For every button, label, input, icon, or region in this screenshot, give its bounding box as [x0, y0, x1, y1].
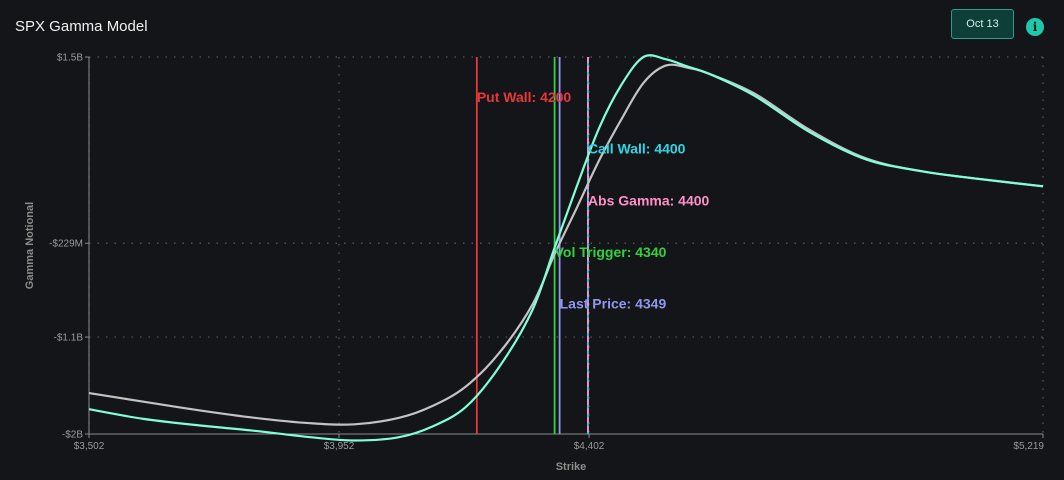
series-line-2: [88, 54, 1044, 442]
axes: $1.5B -$229M -$1.1B -$2B$3,502 $3,952 $4,402 $…: [49, 53, 1044, 453]
page-title: SPX Gamma Model: [15, 18, 148, 35]
y-axis-label: Gamma Notional: [24, 202, 36, 289]
y-tick-label: $1.5B: [57, 53, 83, 64]
y-tick-label: -$229M: [49, 239, 83, 250]
marker-label: Abs Gamma: 4400: [588, 192, 710, 208]
series-line-1: [88, 63, 1044, 426]
marker-label: Call Wall: 4400: [588, 141, 686, 157]
info-icon[interactable]: i: [1026, 18, 1044, 36]
series-lines: [88, 54, 1044, 442]
marker-label: Vol Trigger: 4340: [555, 244, 667, 260]
x-tick-label: $3,502: [74, 441, 105, 452]
x-tick-label: $4,402: [574, 441, 605, 452]
y-tick-label: -$1.1B: [54, 333, 84, 344]
marker-label: Last Price: 4349: [560, 296, 667, 312]
marker-labels: Put Wall: 4200 Call Wall: 4400 Abs Gamma: …: [477, 89, 710, 312]
marker-label: Put Wall: 4200: [477, 89, 572, 105]
x-tick-label: $5,219: [1013, 441, 1044, 452]
x-axis-label: Strike: [556, 461, 587, 473]
x-tick-label: $3,952: [324, 441, 355, 452]
date-button[interactable]: Oct 13: [951, 9, 1014, 39]
y-tick-label: -$2B: [62, 430, 83, 441]
